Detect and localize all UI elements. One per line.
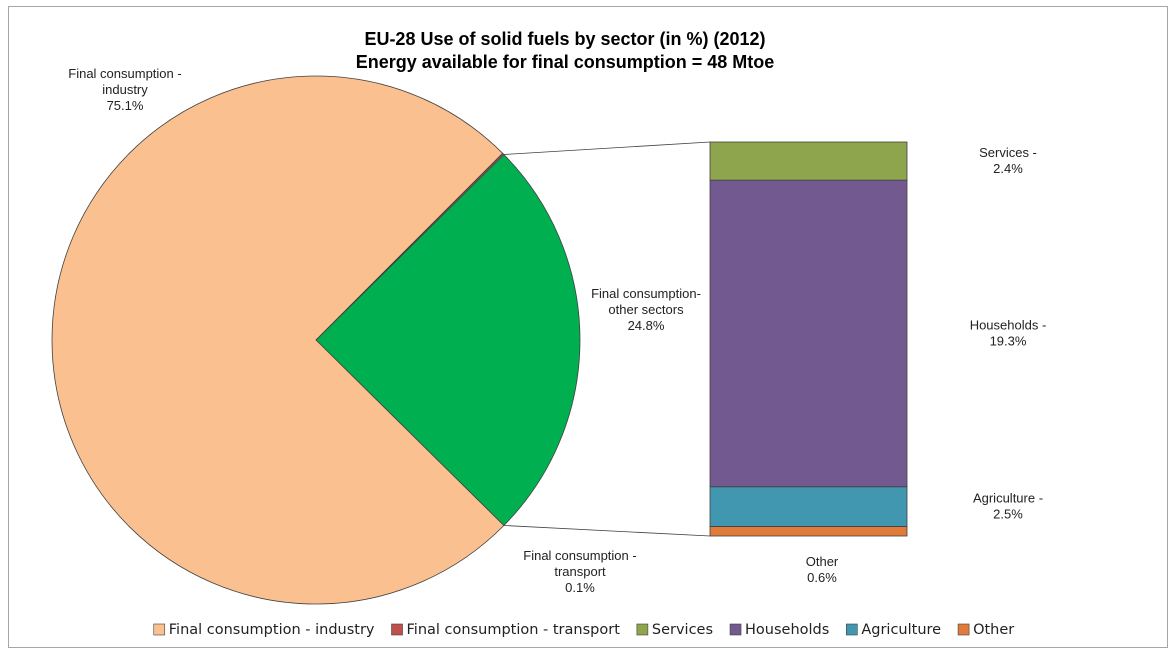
legend-item-agriculture: Agriculture	[846, 622, 941, 638]
pie-slice-final-consumption-transport	[315, 152, 505, 341]
connector-line-top	[503, 141, 711, 155]
bar-label-other: Other 0.6%	[806, 554, 839, 585]
legend-label-final-consumption-transport: Final consumption - transport	[407, 622, 621, 638]
legend-swatch-final-consumption-transport	[391, 623, 403, 636]
bar-label-agriculture: Agriculture -2.5%	[973, 491, 1043, 522]
chart-title: EU-28 Use of solid fuels by sector (in %…	[364, 29, 765, 49]
legend-swatch-final-consumption-industry	[153, 623, 166, 636]
bar-segment-agriculture	[709, 486, 908, 527]
connector-lines	[503, 141, 711, 537]
pie-label-final-consumption-other-sectors: Final consumption-other sectors 24.8%	[591, 286, 701, 333]
stacked-bar	[709, 141, 908, 537]
legend-swatch-services	[636, 623, 649, 636]
pie-slice-final-consumption-other-sectors	[315, 153, 581, 527]
pie	[51, 75, 581, 605]
pie-label-final-consumption-transport: Final consumption -transport 0.1%	[523, 548, 636, 595]
bar-segment-services	[709, 141, 908, 181]
legend: Final consumption - industry Final consum…	[153, 622, 1014, 638]
legend-label-households: Households	[745, 622, 829, 638]
bar-label-services: Services -2.4%	[979, 145, 1037, 176]
legend-item-households: Households	[729, 622, 829, 638]
legend-label-other: Other	[973, 622, 1014, 638]
bar-segment-households	[709, 179, 908, 488]
legend-item-final-consumption-industry: Final consumption - industry	[153, 622, 375, 638]
bar-segment-other	[709, 526, 908, 537]
chart-subtitle: Energy available for final consumption =…	[356, 52, 775, 72]
pie-label-final-consumption-industry: Final consumption -industry 75.1%	[68, 66, 181, 113]
legend-item-final-consumption-transport: Final consumption - transport	[391, 622, 621, 638]
legend-label-services: Services	[652, 622, 713, 638]
legend-swatch-other	[957, 623, 970, 636]
legend-item-other: Other	[957, 622, 1014, 638]
bar-label-households: Households -19.3%	[970, 317, 1047, 348]
pie-slice-final-consumption-industry	[51, 75, 505, 605]
data-labels: Final consumption -industry 75.1% Final co…	[68, 66, 1046, 595]
legend-swatch-agriculture	[846, 623, 858, 636]
legend-swatch-households	[729, 623, 742, 636]
legend-item-services: Services	[636, 622, 713, 638]
connector-line-bottom	[503, 525, 711, 537]
legend-label-final-consumption-industry: Final consumption - industry	[169, 622, 375, 638]
legend-label-agriculture: Agriculture	[861, 622, 941, 638]
